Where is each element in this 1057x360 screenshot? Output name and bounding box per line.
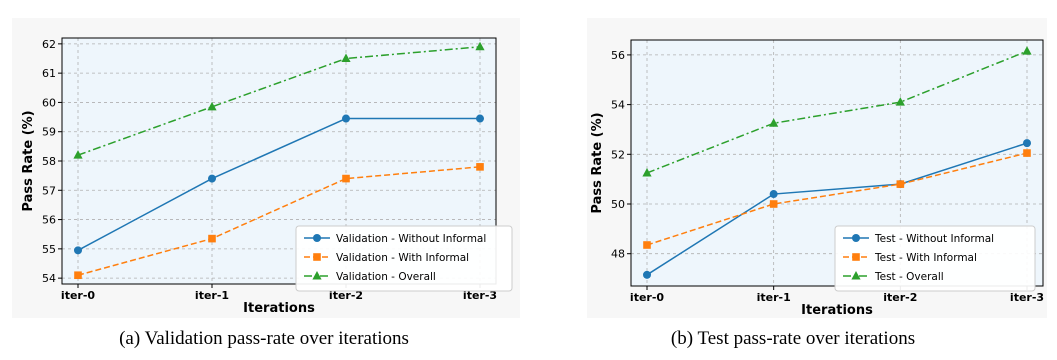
validation-chart: 54 55 56 57 58 59 60 61 62 iter-0 iter-1 iter-2 iter… bbox=[12, 18, 520, 318]
series-group bbox=[73, 41, 485, 159]
validation-chart-panel: 54 55 56 57 58 59 60 61 62 iter-0 iter-1 iter-2 iter… bbox=[0, 0, 528, 360]
legend: Validation - Without Informal Validation … bbox=[295, 225, 513, 292]
data-point bbox=[896, 180, 905, 188]
series-line bbox=[77, 117, 480, 251]
legend-label: Validation - Without Informal bbox=[336, 233, 486, 245]
legend-label: Test - Overall bbox=[874, 271, 944, 283]
series-line bbox=[646, 50, 1028, 174]
data-point bbox=[769, 190, 778, 199]
data-point bbox=[476, 163, 484, 171]
data-point bbox=[1023, 149, 1031, 157]
legend: Test - Without Informal Test - With Infor… bbox=[834, 225, 1036, 292]
y-tick-label: 59 bbox=[42, 126, 56, 139]
legend-label: Test - Without Informal bbox=[874, 233, 994, 245]
legend-marker bbox=[313, 234, 321, 242]
legend-box bbox=[834, 225, 1036, 292]
test-chart-panel: 48 50 52 54 56 iter-0 iter-1 iter-2 iter-3 Iterat… bbox=[529, 0, 1057, 360]
x-tick-label: iter-3 bbox=[463, 289, 497, 302]
y-tick-label: 56 bbox=[611, 49, 625, 62]
data-point bbox=[895, 97, 905, 106]
y-tick-label: 54 bbox=[42, 272, 56, 285]
data-point bbox=[476, 114, 484, 123]
legend-marker bbox=[312, 271, 322, 280]
legend-label: Validation - With Informal bbox=[336, 252, 469, 264]
test-chart: 48 50 52 54 56 iter-0 iter-1 iter-2 iter-3 Iterat… bbox=[587, 18, 1047, 318]
x-tick-label: iter-0 bbox=[630, 291, 664, 304]
test-chart-caption: (b) Test pass-rate over iterations bbox=[670, 328, 916, 349]
series-group bbox=[643, 139, 1031, 279]
data-point bbox=[1023, 139, 1031, 148]
x-tick-label: iter-3 bbox=[1010, 291, 1044, 304]
y-tick-label: 52 bbox=[611, 148, 625, 161]
x-axis-title: Iterations bbox=[243, 301, 315, 316]
y-tick-label: 50 bbox=[611, 198, 625, 211]
data-point bbox=[643, 241, 651, 249]
y-tick-label: 60 bbox=[42, 96, 56, 109]
series-line bbox=[77, 46, 481, 156]
x-tick-label: iter-2 bbox=[883, 291, 917, 304]
y-tick-label: 58 bbox=[42, 155, 56, 168]
x-axis-title: Iterations bbox=[801, 303, 873, 318]
y-tick-label: 56 bbox=[42, 214, 56, 227]
x-tick-label: iter-1 bbox=[757, 291, 791, 304]
x-tick-label: iter-0 bbox=[61, 289, 95, 302]
legend-marker bbox=[851, 271, 861, 280]
y-tick-label: 48 bbox=[611, 248, 625, 261]
legend-marker bbox=[852, 234, 860, 242]
data-point bbox=[475, 41, 485, 51]
validation-chart-caption: (a) Validation pass-rate over iterations bbox=[119, 328, 409, 349]
data-point bbox=[73, 150, 83, 159]
legend-marker bbox=[852, 253, 860, 261]
y-axis-title: Pass Rate (%) bbox=[21, 110, 36, 211]
x-tick-label: iter-1 bbox=[195, 289, 229, 302]
y-tick-label: 55 bbox=[42, 243, 56, 256]
data-point bbox=[769, 200, 778, 208]
legend-marker bbox=[313, 253, 321, 261]
series-group bbox=[643, 149, 1031, 249]
data-point bbox=[342, 114, 350, 123]
legend-box bbox=[295, 225, 513, 292]
data-point bbox=[769, 118, 779, 127]
data-point bbox=[341, 53, 351, 62]
data-point bbox=[342, 174, 350, 183]
y-axis-title: Pass Rate (%) bbox=[590, 112, 605, 213]
data-point bbox=[642, 167, 652, 177]
data-point bbox=[208, 234, 216, 243]
series-line bbox=[646, 152, 1028, 246]
y-tick-label: 57 bbox=[42, 184, 56, 197]
legend-label: Test - With Informal bbox=[874, 252, 977, 264]
series-group bbox=[642, 46, 1032, 177]
data-point bbox=[1022, 46, 1032, 55]
y-tick-label: 61 bbox=[42, 67, 56, 80]
data-point bbox=[208, 174, 216, 183]
series-group bbox=[74, 114, 484, 255]
y-tick-label: 62 bbox=[42, 38, 56, 51]
data-point bbox=[74, 271, 82, 280]
series-group bbox=[74, 163, 484, 280]
data-point bbox=[207, 101, 217, 111]
y-tick-label: 54 bbox=[611, 99, 625, 112]
legend-label: Validation - Overall bbox=[336, 271, 436, 283]
data-point bbox=[74, 246, 82, 255]
data-point bbox=[643, 270, 651, 279]
x-tick-label: iter-2 bbox=[329, 289, 363, 302]
series-line bbox=[77, 166, 481, 276]
series-line bbox=[646, 142, 1028, 276]
